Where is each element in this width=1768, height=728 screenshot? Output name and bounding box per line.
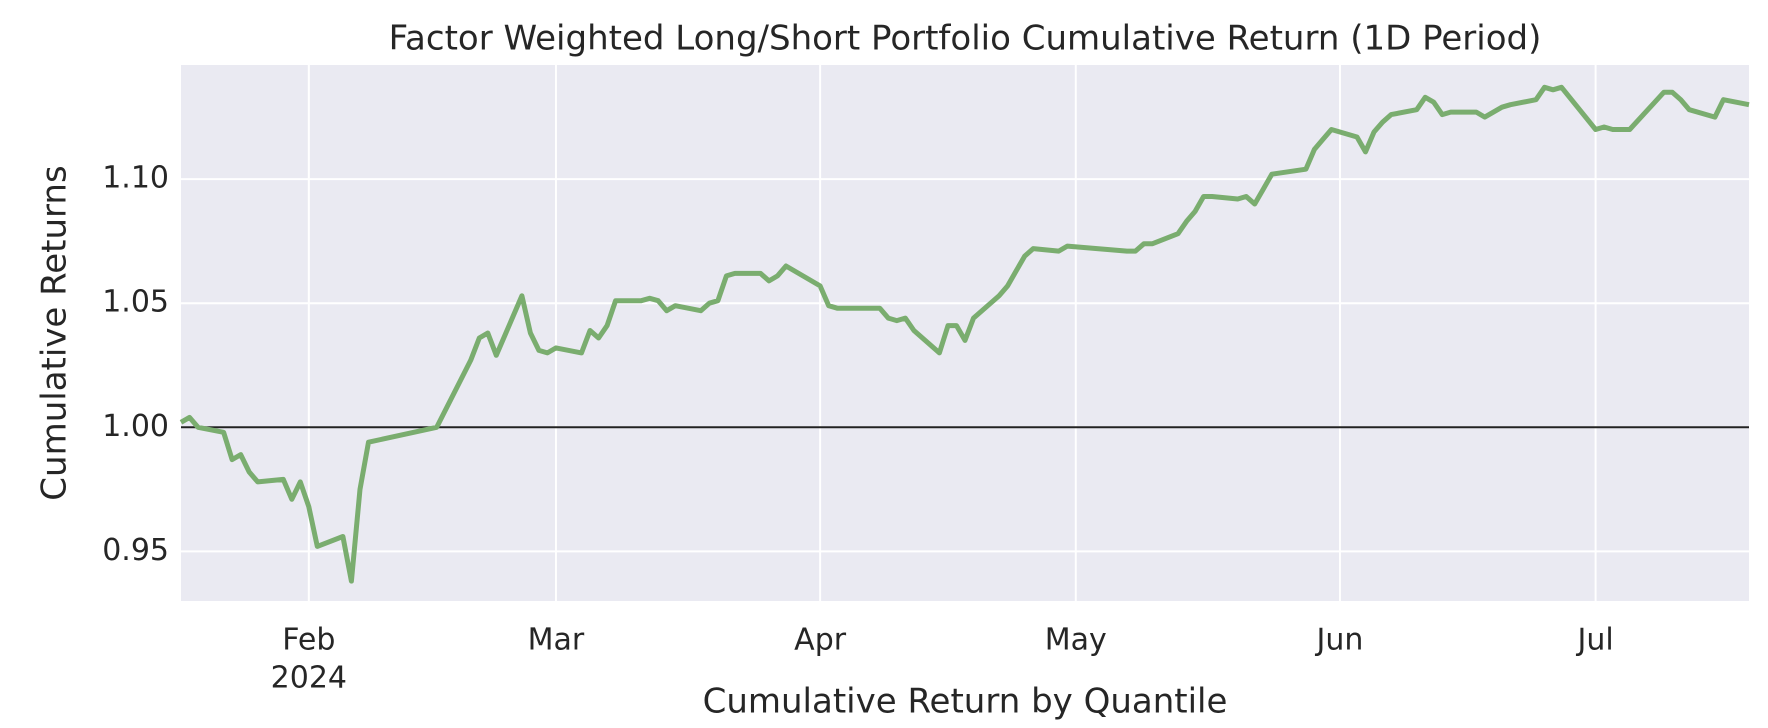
x-tick-sublabel: 2024 bbox=[271, 661, 347, 696]
y-tick-label: 1.00 bbox=[102, 409, 169, 444]
y-tick-label: 0.95 bbox=[102, 533, 169, 568]
y-tick-label: 1.05 bbox=[102, 285, 169, 320]
x-tick-label: Apr bbox=[794, 623, 847, 658]
plot-area bbox=[181, 65, 1749, 601]
x-tick-label: Feb bbox=[282, 623, 335, 658]
x-tick-label: May bbox=[1045, 623, 1107, 658]
x-tick-label: Mar bbox=[528, 623, 585, 658]
y-tick-label: 1.10 bbox=[102, 161, 169, 196]
chart-title: Factor Weighted Long/Short Portfolio Cum… bbox=[389, 19, 1542, 59]
x-tick-label: Jul bbox=[1576, 623, 1614, 658]
series-line bbox=[179, 84, 1750, 584]
x-axis-label: Cumulative Return by Quantile bbox=[703, 682, 1228, 722]
y-axis-label: Cumulative Returns bbox=[35, 165, 75, 500]
x-tick-label: Jun bbox=[1315, 623, 1364, 658]
